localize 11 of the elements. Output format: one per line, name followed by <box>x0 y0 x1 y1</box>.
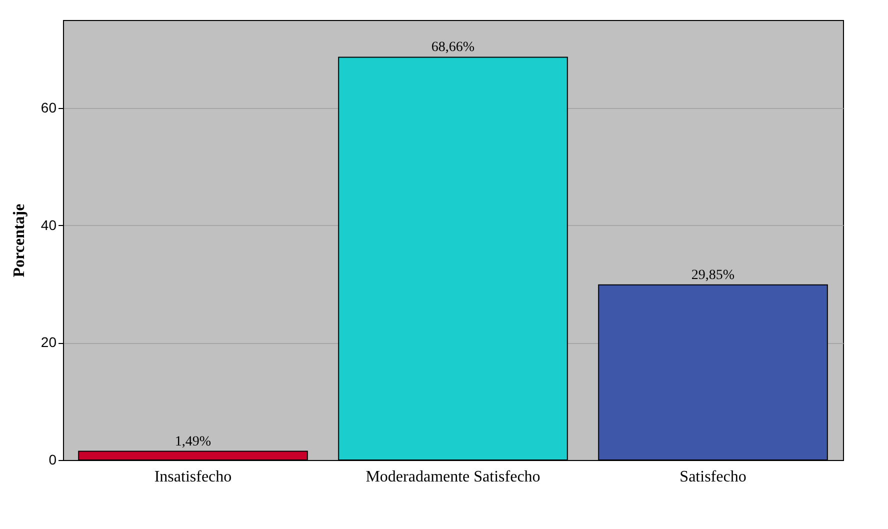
x-tick-label: Insatisfecho <box>154 468 232 486</box>
x-tick-label: Satisfecho <box>680 468 746 486</box>
y-axis-title: Porcentaje <box>10 204 28 278</box>
x-tick-label: Moderadamente Satisfecho <box>366 468 540 486</box>
y-tick-label: 40 <box>40 216 57 233</box>
y-tick-label: 60 <box>40 100 57 116</box>
data-label: 29,85% <box>691 268 735 283</box>
y-tick-label: 20 <box>40 334 57 350</box>
data-label: 1,49% <box>174 434 212 450</box>
data-label: 68,66% <box>431 40 475 56</box>
y-tick-label: 0 <box>48 452 57 468</box>
